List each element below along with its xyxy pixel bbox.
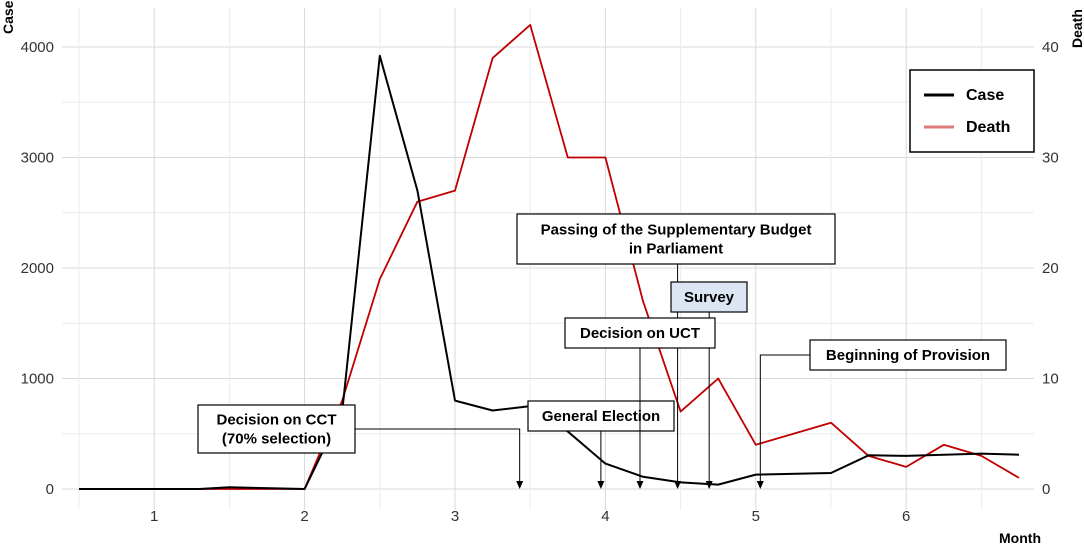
annotations: Decision on CCT (70% selection) General El…: [197, 213, 1007, 489]
annotation-arrowhead: [516, 481, 524, 489]
annotation-label: (70% selection): [222, 431, 331, 448]
x-tick-label: 5: [752, 508, 760, 525]
x-tick-label: 4: [601, 508, 609, 525]
annotation-label: Decision on CCT: [216, 412, 336, 429]
legend-label-case: Case: [966, 87, 1004, 104]
annotation-label: Beginning of Provision: [826, 347, 990, 364]
annotation: General Election: [527, 400, 675, 482]
annotation-box: [516, 213, 836, 265]
y-axis-left-title: Case: [0, 0, 16, 34]
annotation-box-highlight: [670, 281, 748, 313]
legend-label-death: Death: [966, 119, 1010, 136]
x-tick-label: 6: [902, 508, 910, 525]
annotation-connector: [528, 430, 602, 482]
annotation-label: Passing of the Supplementary Budget: [541, 222, 812, 239]
annotation-box: [197, 404, 356, 454]
annotation-arrowhead: [597, 481, 605, 489]
annotation-label: Survey: [684, 289, 735, 306]
x-tick-label: 3: [451, 508, 459, 525]
legend-box: [909, 69, 1035, 153]
annotation-label: Decision on UCT: [580, 325, 700, 342]
y-axis-right-title: Death: [1069, 9, 1084, 48]
annotation-box: [564, 317, 716, 349]
annotation-arrowhead: [756, 481, 764, 489]
y-tick-label-left: 4000: [21, 39, 54, 56]
x-axis-title: Month: [999, 530, 1041, 546]
y-tick-label-right: 40: [1042, 39, 1059, 56]
annotation-arrowhead: [674, 481, 682, 489]
y-tick-label-left: 2000: [21, 260, 54, 277]
annotation-arrowhead: [705, 481, 713, 489]
annotation: Passing of the Supplementary Budget in Pa…: [516, 213, 836, 482]
y-tick-label-right: 30: [1042, 150, 1059, 167]
x-tick-label: 1: [150, 508, 158, 525]
annotation-box: [809, 339, 1007, 371]
y-tick-label-right: 20: [1042, 260, 1059, 277]
annotation: Survey: [670, 281, 748, 482]
annotation-label: General Election: [542, 408, 660, 425]
annotation-box: [527, 400, 675, 432]
legend: Case Death: [909, 69, 1035, 153]
annotation: Decision on UCT: [564, 317, 716, 482]
annotation-connector: [355, 428, 521, 482]
y-tick-label-right: 10: [1042, 371, 1059, 388]
x-tick-label: 2: [300, 508, 308, 525]
y-tick-label-right: 0: [1042, 481, 1050, 498]
annotation: Beginning of Provision: [759, 339, 1007, 482]
annotation-label: in Parliament: [629, 241, 723, 258]
annotation: Decision on CCT (70% selection): [197, 404, 521, 482]
y-tick-label-left: 1000: [21, 371, 54, 388]
annotation-connector: [759, 354, 810, 482]
annotation-arrowhead: [636, 481, 644, 489]
y-tick-label-left: 3000: [21, 150, 54, 167]
y-tick-label-left: 0: [46, 481, 54, 498]
